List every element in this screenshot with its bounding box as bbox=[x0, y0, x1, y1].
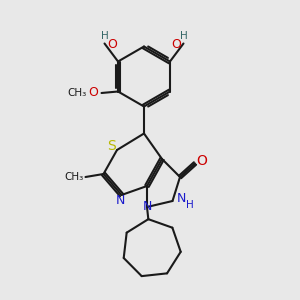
Text: S: S bbox=[107, 140, 116, 153]
Text: CH₃: CH₃ bbox=[67, 88, 86, 98]
Text: H: H bbox=[180, 31, 188, 41]
Text: O: O bbox=[171, 38, 181, 52]
Text: O: O bbox=[88, 86, 98, 99]
Text: O: O bbox=[196, 154, 207, 167]
Text: H: H bbox=[100, 31, 108, 41]
Text: N: N bbox=[142, 200, 152, 214]
Text: N: N bbox=[177, 192, 186, 205]
Text: CH₃: CH₃ bbox=[64, 172, 84, 182]
Text: N: N bbox=[116, 194, 126, 208]
Text: H: H bbox=[186, 200, 194, 210]
Text: O: O bbox=[107, 38, 117, 52]
